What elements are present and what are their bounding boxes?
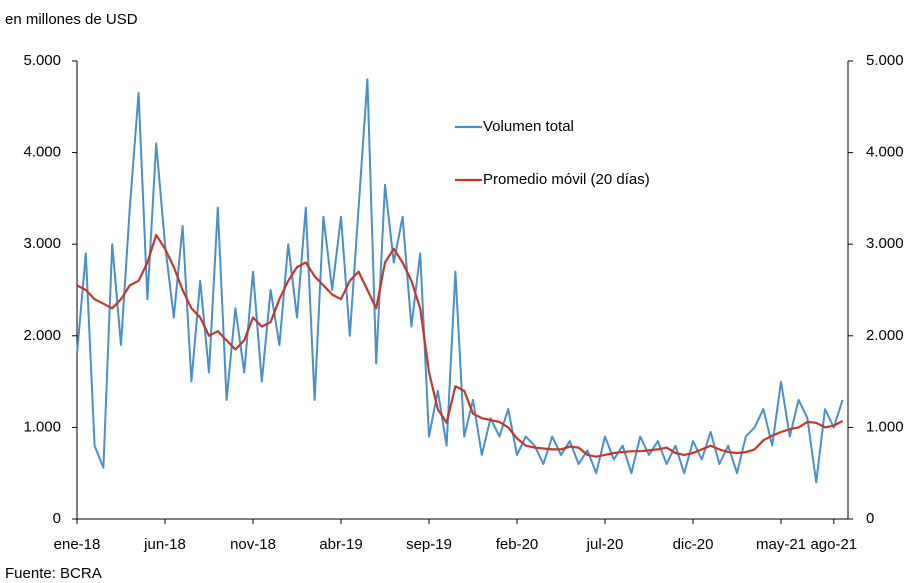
y-tick-label: 5.000 <box>23 52 61 69</box>
x-tick-label: jun-18 <box>143 536 186 553</box>
x-tick-label: nov-18 <box>230 536 276 553</box>
x-tick-label: feb-20 <box>496 536 539 553</box>
x-tick-label: dic-20 <box>673 536 714 553</box>
series-line <box>76 78 844 484</box>
x-tick-label: ago-21 <box>810 536 857 553</box>
y-tick-label: 1.000 <box>23 418 61 435</box>
x-tick-label: ene-18 <box>54 536 101 553</box>
y2-tick-label: 4.000 <box>866 144 904 161</box>
series-line <box>76 233 844 458</box>
y-tick-label: 4.000 <box>23 144 61 161</box>
x-tick-label: jul-20 <box>586 536 624 553</box>
x-tick-label: abr-19 <box>319 536 362 553</box>
y-tick-label: 3.000 <box>23 235 61 252</box>
y2-tick-label: 3.000 <box>866 235 904 252</box>
y-tick-label: 0 <box>53 510 61 527</box>
legend-label: Promedio móvil (20 días) <box>483 171 650 188</box>
legend-label: Volumen total <box>483 118 574 135</box>
y2-tick-label: 2.000 <box>866 327 904 344</box>
y2-tick-label: 5.000 <box>866 52 904 69</box>
y-tick-label: 2.000 <box>23 327 61 344</box>
y2-tick-label: 0 <box>866 510 874 527</box>
y-axis-label: en millones de USD <box>5 11 138 28</box>
source-note: Fuente: BCRA <box>5 565 102 582</box>
y2-tick-label: 1.000 <box>866 418 904 435</box>
x-tick-label: may-21 <box>756 536 806 553</box>
x-tick-label: sep-19 <box>406 536 452 553</box>
